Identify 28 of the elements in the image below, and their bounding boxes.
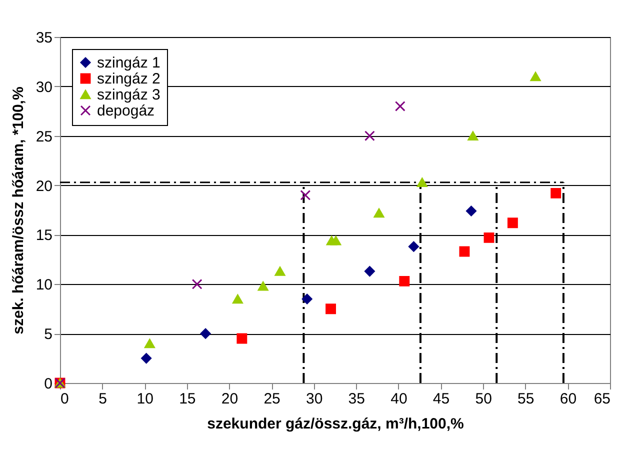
legend-label: szingáz 1: [97, 54, 160, 72]
x-tick-label: 10: [136, 390, 154, 408]
legend-label: szingáz 3: [97, 86, 160, 104]
x-tick-label: 50: [475, 390, 492, 408]
x-tick-label: 30: [306, 390, 323, 408]
x-tick-label: 40: [390, 390, 408, 408]
y-axis-title: szek. hőáram/össz hőáram, *100,%: [10, 86, 27, 334]
y-tick-label: 5: [44, 326, 52, 344]
y-tick-label: 25: [36, 128, 52, 146]
x-tick-label: 15: [179, 390, 196, 408]
legend-label: szingáz 2: [97, 70, 160, 88]
x-tick-label: 35: [348, 390, 365, 408]
y-tick-label: 15: [36, 227, 52, 244]
x-tick-label: 55: [518, 390, 534, 408]
y-tick-label: 0: [44, 376, 52, 392]
legend-label: depogáz: [97, 102, 155, 120]
x-tick-label: 20: [221, 390, 238, 408]
y-tick-label: 20: [36, 178, 52, 195]
y-tick-label: 10: [36, 276, 52, 294]
x-tick-label: 0: [60, 390, 69, 408]
y-tick-label: 35: [36, 30, 52, 46]
x-tick-label: 25: [264, 390, 280, 408]
x-tick-label: 45: [432, 390, 450, 408]
x-tick-label: 60: [560, 390, 577, 408]
x-tick-label: 5: [98, 390, 107, 408]
x-tick-label: 65: [594, 390, 610, 408]
y-tick-label: 30: [36, 78, 52, 96]
x-axis-title: szekunder gáz/össz.gáz, m³/h,100,%: [207, 416, 464, 432]
